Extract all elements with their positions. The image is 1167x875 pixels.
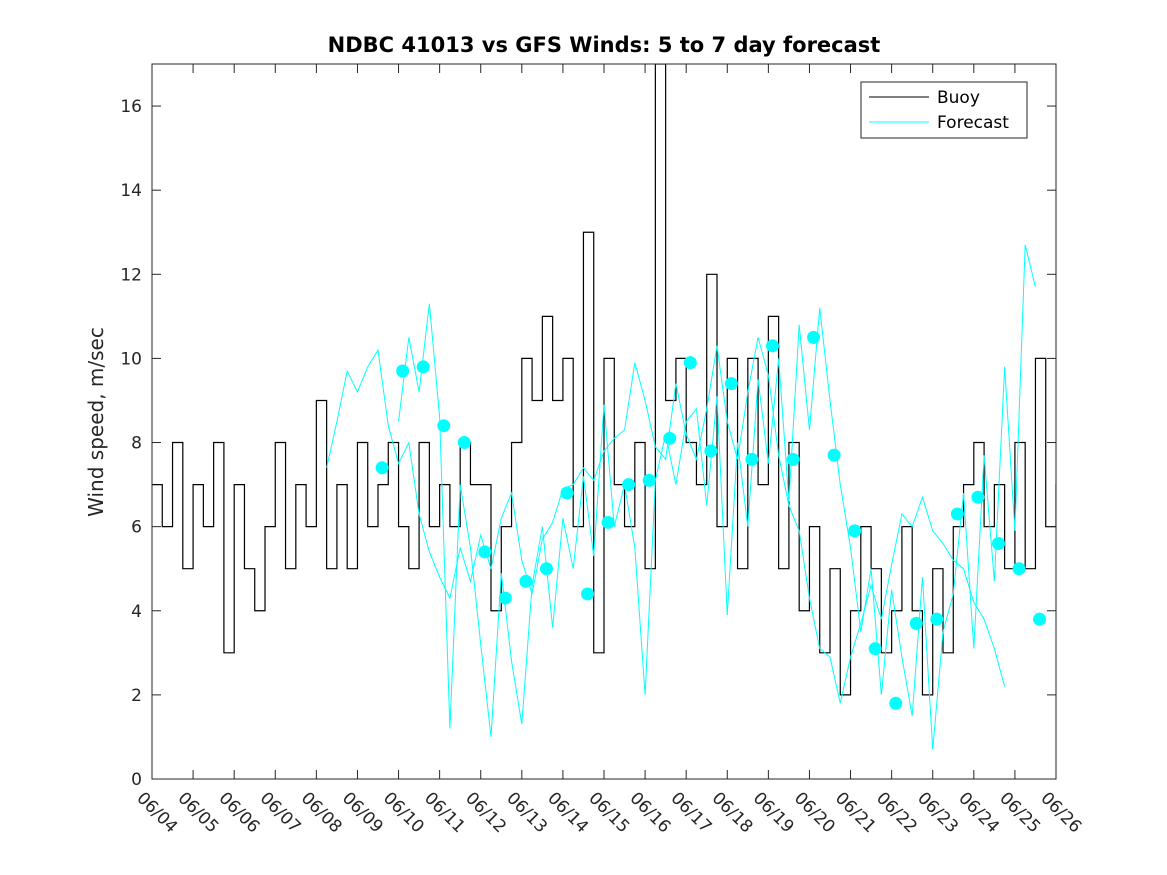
legend-buoy-label: Buoy — [937, 88, 980, 108]
x-tick-label: 06/08 — [297, 788, 346, 837]
forecast-marker — [868, 642, 882, 656]
legend-forecast-label: Forecast — [937, 113, 1009, 133]
x-tick-label: 06/20 — [790, 788, 839, 837]
forecast-marker — [601, 515, 615, 529]
x-tick-label: 06/10 — [379, 788, 428, 837]
y-tick-label: 4 — [131, 602, 142, 622]
forecast-series-line-1 — [326, 337, 1006, 704]
forecast-marker — [971, 490, 985, 504]
x-tick-label: 06/06 — [215, 788, 264, 837]
forecast-marker — [560, 486, 574, 500]
forecast-marker — [848, 524, 862, 538]
y-tick-label: 10 — [120, 349, 142, 369]
x-tick-label: 06/22 — [872, 788, 921, 837]
x-tick-label: 06/11 — [420, 788, 469, 837]
y-axis: 0 2 4 6 8 10 12 14 16 — [120, 97, 1056, 790]
x-tick-label: 06/25 — [995, 788, 1044, 837]
forecast-marker — [991, 536, 1005, 550]
forecast-marker — [416, 360, 430, 374]
x-tick-label: 06/04 — [132, 788, 181, 837]
x-tick-label: 06/18 — [708, 788, 757, 837]
x-tick-label: 06/12 — [461, 788, 510, 837]
plot-area — [151, 63, 1057, 780]
forecast-marker — [889, 696, 903, 710]
forecast-marker — [909, 616, 923, 630]
forecast-marker — [1012, 562, 1026, 576]
x-tick-label: 06/19 — [749, 788, 798, 837]
forecast-marker — [375, 461, 389, 475]
forecast-marker — [1033, 612, 1047, 626]
forecast-marker — [519, 574, 533, 588]
forecast-marker — [745, 452, 759, 466]
x-tick-label: 06/15 — [584, 788, 633, 837]
x-tick-label: 06/23 — [913, 788, 962, 837]
buoy-series-line — [152, 64, 1056, 696]
legend-box — [860, 81, 1028, 139]
y-tick-label: 2 — [131, 686, 142, 706]
y-tick-label: 6 — [131, 518, 142, 538]
forecast-marker — [950, 507, 964, 521]
x-tick-label: 06/14 — [543, 788, 592, 837]
forecast-marker — [396, 364, 410, 378]
y-tick-label: 14 — [120, 181, 142, 201]
forecast-marker — [478, 545, 492, 559]
forecast-marker — [581, 587, 595, 601]
x-tick-label: 06/05 — [174, 788, 223, 837]
forecast-marker — [457, 436, 471, 450]
y-tick-label: 12 — [120, 265, 142, 285]
x-tick-label: 06/26 — [1036, 788, 1085, 837]
forecast-marker — [930, 612, 944, 626]
y-tick-label: 16 — [120, 97, 142, 117]
forecast-markers — [375, 330, 1047, 710]
forecast-marker — [683, 356, 697, 370]
forecast-marker — [498, 591, 512, 605]
forecast-marker — [663, 431, 677, 445]
forecast-marker — [704, 444, 718, 458]
forecast-marker — [807, 330, 821, 344]
x-tick-label: 06/07 — [256, 788, 305, 837]
x-tick-label: 06/13 — [502, 788, 551, 837]
forecast-marker — [765, 339, 779, 353]
y-tick-label: 8 — [131, 434, 142, 454]
x-tick-label: 06/24 — [954, 788, 1003, 837]
y-tick-label: 0 — [131, 770, 142, 790]
x-tick-label: 06/17 — [667, 788, 716, 837]
x-tick-label: 06/21 — [831, 788, 880, 837]
chart-title: NDBC 41013 vs GFS Winds: 5 to 7 day fore… — [328, 33, 881, 57]
forecast-marker — [827, 448, 841, 462]
forecast-marker — [437, 419, 451, 433]
x-tick-label: 06/09 — [338, 788, 387, 837]
forecast-marker — [786, 452, 800, 466]
forecast-marker — [724, 377, 738, 391]
series-layer — [152, 64, 1056, 750]
forecast-marker — [622, 478, 636, 492]
forecast-marker — [539, 562, 553, 576]
forecast-marker — [642, 473, 656, 487]
y-axis-label: Wind speed, m/sec — [84, 327, 108, 517]
x-tick-label: 06/16 — [626, 788, 675, 837]
legend: Buoy Forecast — [860, 81, 1028, 139]
